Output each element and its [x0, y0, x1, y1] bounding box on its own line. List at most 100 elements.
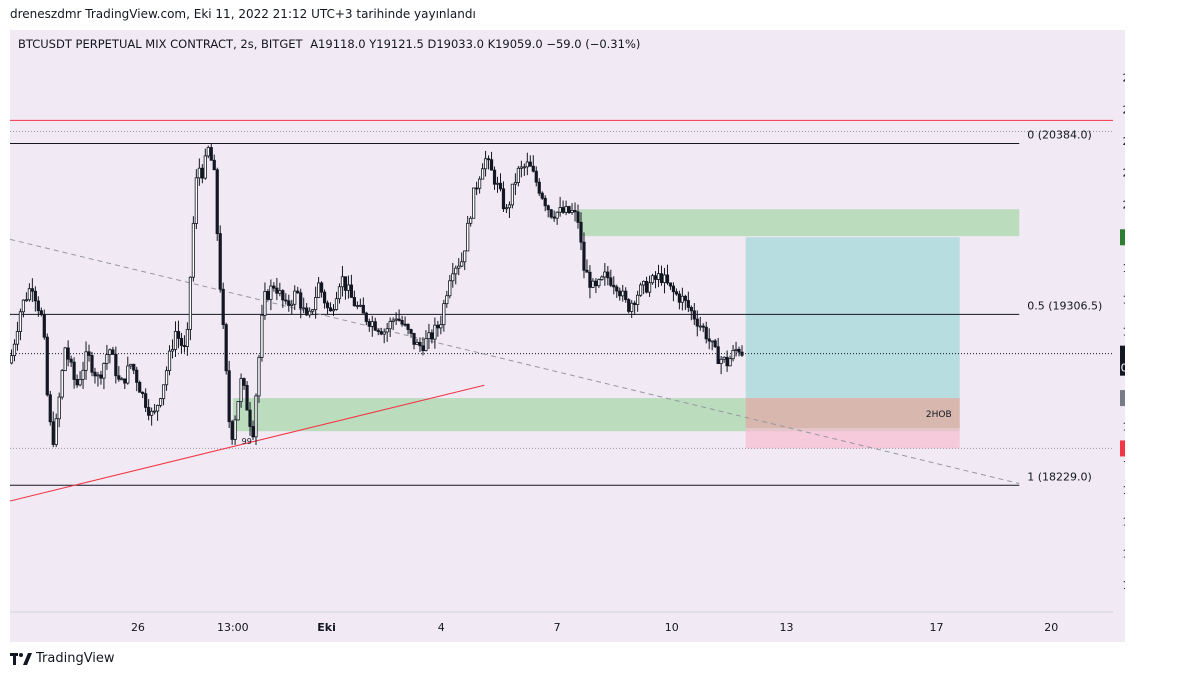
- candle-body: [433, 324, 437, 340]
- candle-body: [346, 284, 351, 291]
- candle-body: [412, 332, 416, 345]
- candle-body: [257, 356, 261, 397]
- candle-body: [54, 418, 58, 445]
- candle-body: [269, 285, 273, 300]
- candle-body: [448, 280, 452, 297]
- candle-body: [555, 211, 559, 219]
- candle-body: [406, 324, 410, 330]
- y-tick-label: 19600.0: [1123, 262, 1126, 275]
- candle-body: [90, 355, 94, 373]
- candle-body: [314, 297, 318, 311]
- candle-body: [242, 378, 246, 386]
- candle-body: [680, 295, 684, 303]
- candle-body: [671, 285, 676, 293]
- candle-body: [573, 210, 577, 213]
- candle-body: [200, 167, 204, 179]
- candle-body: [66, 347, 70, 360]
- candle-body: [510, 183, 515, 206]
- candle-body: [650, 275, 655, 284]
- candle-body: [278, 290, 282, 294]
- candle-body: [603, 271, 607, 278]
- candle-body: [507, 204, 512, 209]
- price-label-stop-bg: [1120, 440, 1125, 457]
- price-label-entry-bg: [1120, 390, 1125, 407]
- candle-body: [311, 309, 315, 312]
- candle-body: [305, 307, 309, 316]
- x-tick-label: 26: [131, 621, 145, 634]
- candle-body: [48, 394, 52, 423]
- chart-canvas[interactable]: 2HOB 0 (20384.0) 0.5 (19306.5) 1 (18229.0)…: [10, 30, 1125, 642]
- candle-body: [400, 320, 404, 325]
- y-tick-label: 17600.0: [1123, 579, 1126, 592]
- fib-label-0: 0 (20384.0): [1027, 129, 1092, 142]
- candle-body: [367, 321, 371, 327]
- candle-body: [734, 348, 738, 351]
- candle-body: [158, 398, 163, 406]
- candle-body: [69, 358, 73, 363]
- candle-body: [10, 355, 14, 364]
- publish-caption: dreneszdmr TradingView.com, Eki 11, 2022…: [10, 7, 476, 21]
- tradingview-brand[interactable]: TradingView: [10, 651, 115, 666]
- candle-body: [725, 356, 729, 367]
- candle-body: [501, 188, 506, 210]
- price-axis[interactable]: USDT20800.020600.020400.020200.020000.01…: [1120, 34, 1125, 592]
- candle-body: [129, 363, 133, 367]
- candle-body: [155, 405, 160, 412]
- candle-body: [144, 393, 148, 408]
- candle-body: [457, 265, 461, 269]
- candle-body: [454, 267, 458, 275]
- candle-body: [376, 329, 380, 332]
- candle-body: [683, 295, 687, 301]
- candle-body: [567, 206, 571, 214]
- candle-body: [75, 379, 79, 386]
- candle-body: [93, 371, 97, 377]
- candle-body: [331, 309, 336, 312]
- candle-body: [176, 330, 181, 339]
- lines-layer: 0 (20384.0) 0.5 (19306.5) 1 (18229.0): [10, 119, 1113, 502]
- candle-body: [686, 300, 690, 308]
- candles-layer: 99: [10, 144, 744, 448]
- candle-body: [478, 178, 482, 189]
- candle-body: [355, 305, 359, 307]
- candle-body: [427, 332, 431, 340]
- candle-body: [215, 169, 219, 235]
- candle-body: [24, 299, 28, 302]
- candle-body: [290, 303, 294, 306]
- fib-label-2: 1 (18229.0): [1027, 470, 1092, 483]
- candle-body: [704, 326, 708, 340]
- candle-body: [36, 300, 40, 312]
- candle-body: [194, 177, 198, 224]
- candle-body: [463, 250, 467, 263]
- candle-body: [254, 395, 258, 438]
- candle-body: [147, 407, 151, 416]
- candle-body: [659, 273, 664, 283]
- candle-body: [15, 331, 20, 345]
- candle-body: [483, 158, 488, 170]
- candle-body: [266, 291, 270, 300]
- candle-body: [504, 207, 509, 210]
- candle-body: [585, 269, 589, 273]
- candle-body: [63, 347, 67, 372]
- y-tick-label: 18000.0: [1123, 516, 1126, 529]
- candle-body: [302, 307, 306, 310]
- candle-body: [373, 321, 377, 331]
- candle-body: [57, 396, 61, 420]
- candle-body: [81, 369, 85, 380]
- candle-body: [394, 318, 398, 321]
- candle-body: [382, 331, 386, 335]
- candle-body: [108, 349, 112, 355]
- candle-body: [564, 206, 568, 213]
- candle-body: [349, 284, 354, 298]
- x-tick-label: Eki: [317, 621, 336, 634]
- chart-frame[interactable]: 2HOB 0 (20384.0) 0.5 (19306.5) 1 (18229.0)…: [10, 30, 1125, 642]
- time-axis[interactable]: 26 13:00 Eki 4 7 10 13 17 20: [10, 611, 1113, 642]
- candle-body: [466, 222, 470, 252]
- candle-body: [132, 363, 136, 371]
- candle-body: [212, 159, 216, 171]
- candle-body: [72, 361, 76, 380]
- candle-body: [492, 169, 497, 185]
- y-tick-label: 19400.0: [1123, 294, 1126, 307]
- candle-body: [701, 325, 705, 328]
- candle-body: [689, 307, 693, 312]
- target-zone: [745, 237, 960, 399]
